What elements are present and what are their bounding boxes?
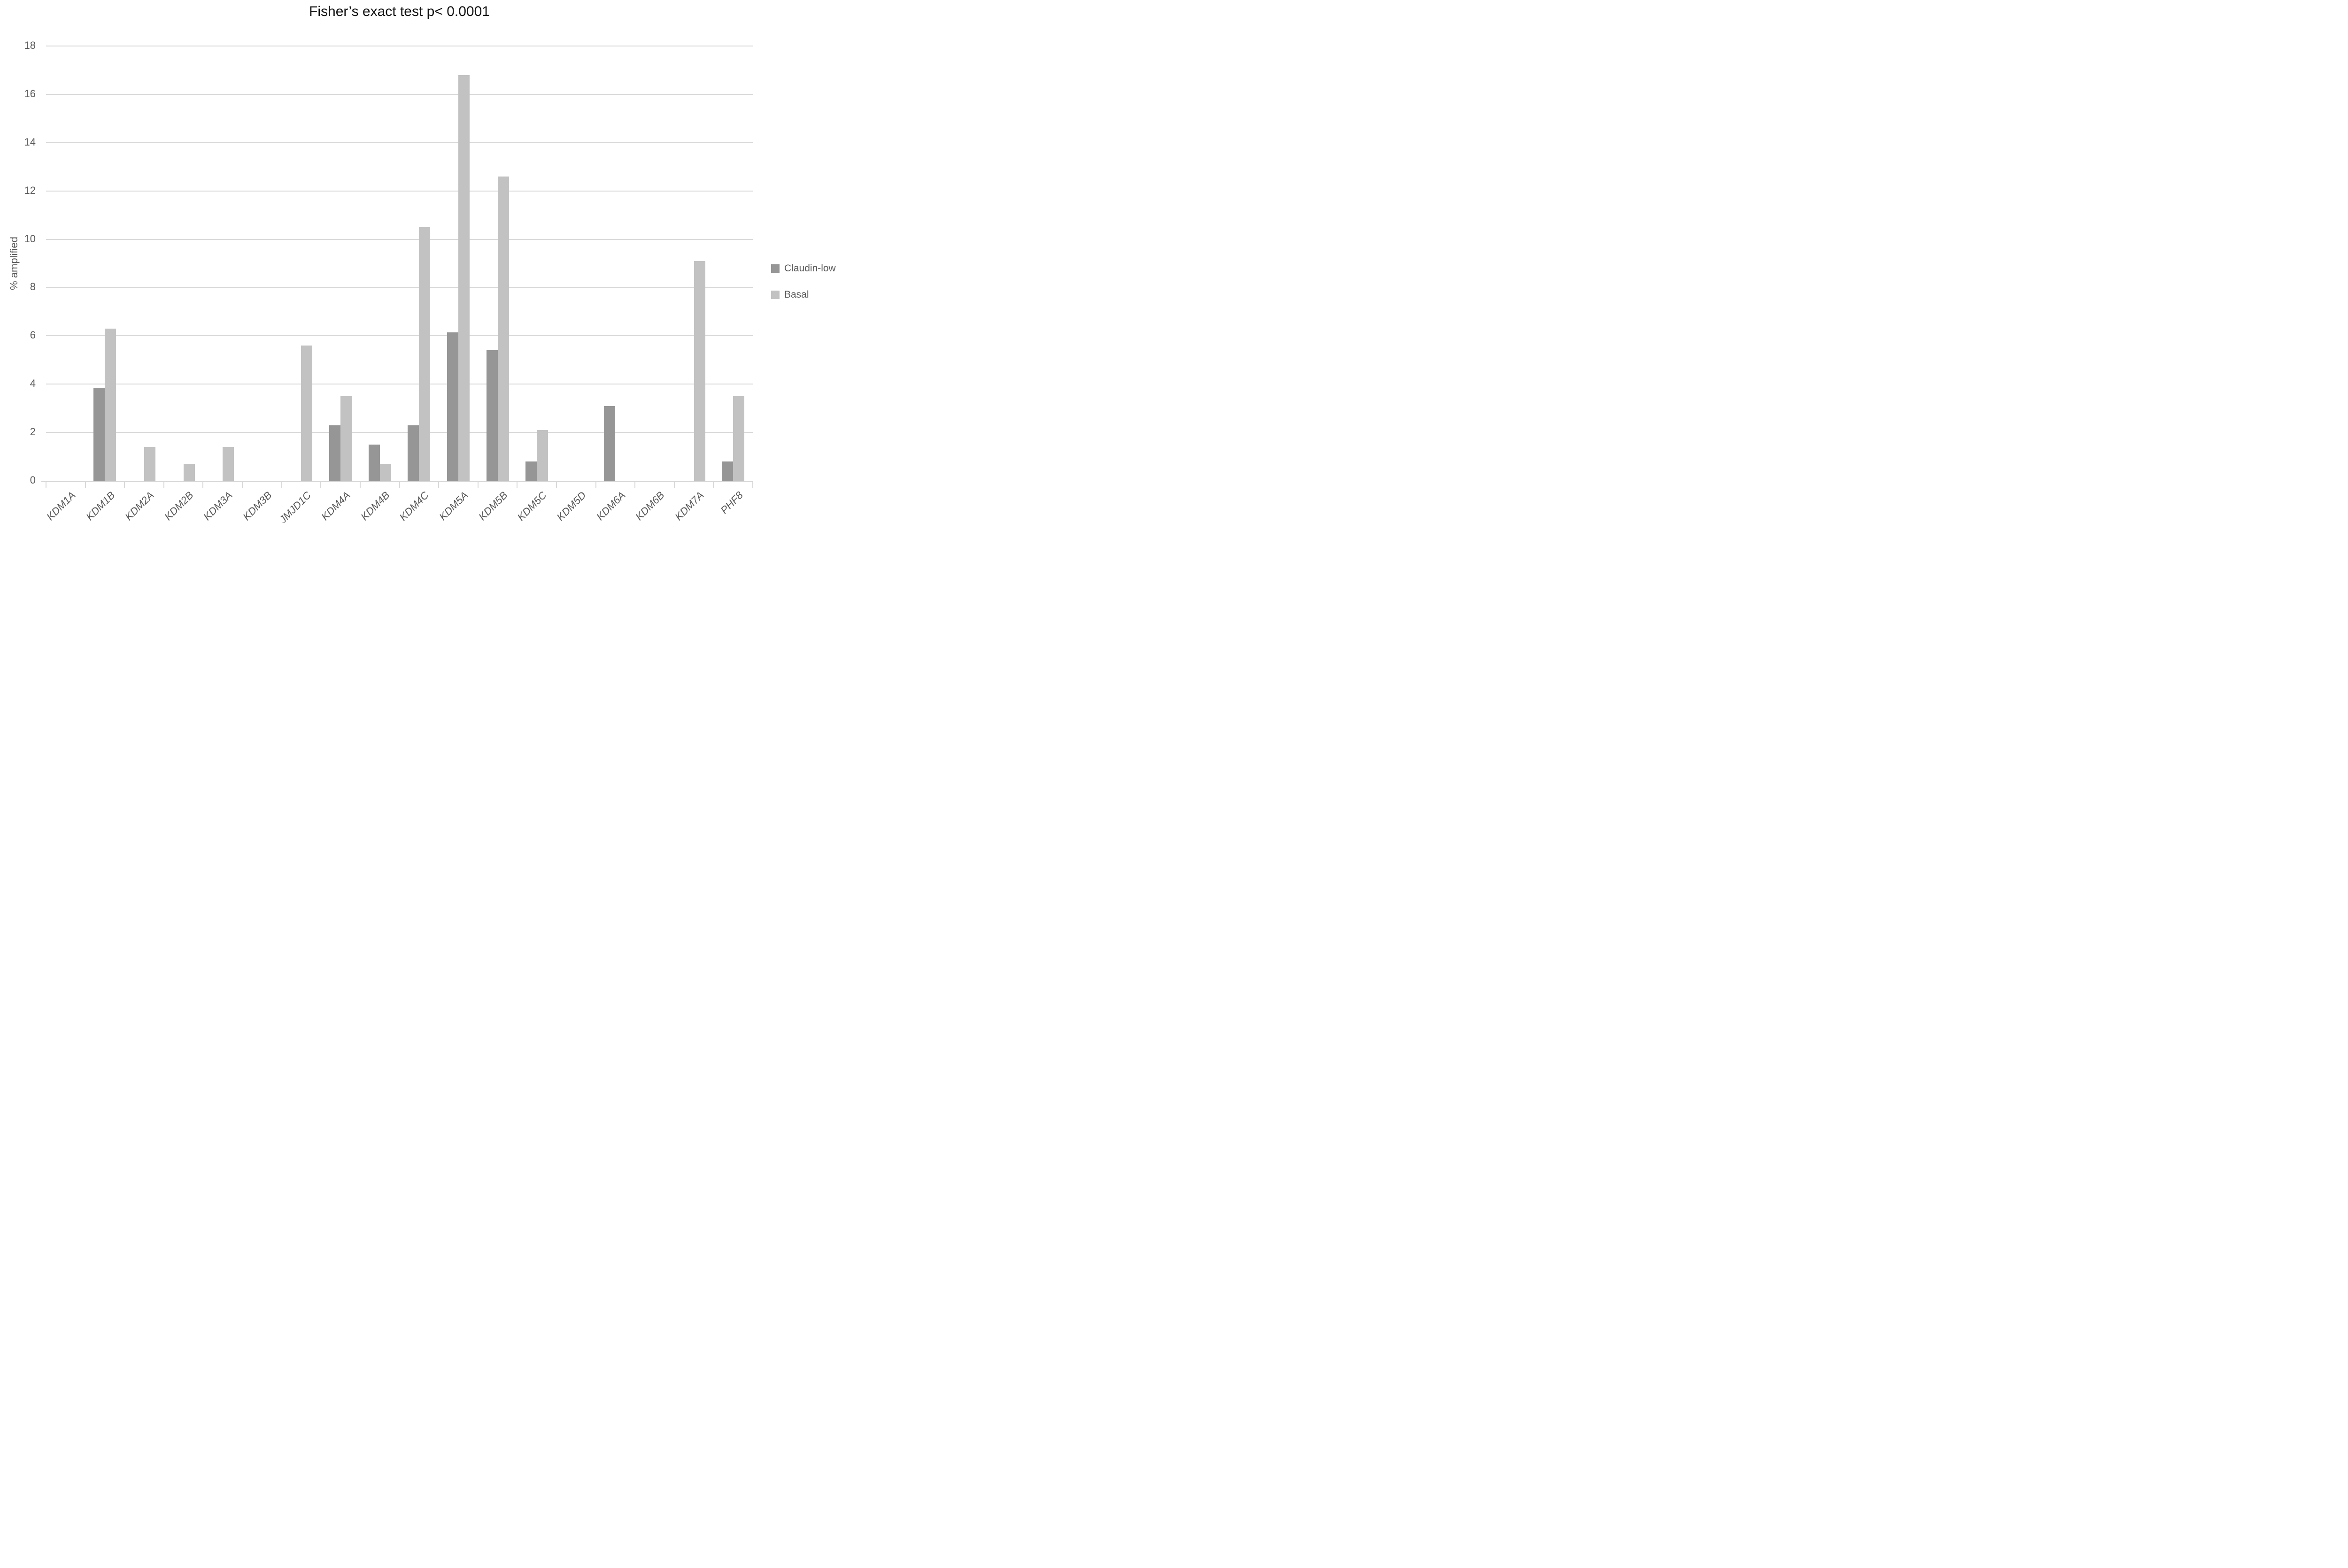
x-category-label-KDM6B: KDM6B xyxy=(633,489,667,523)
bar-basal-kdm5a xyxy=(458,75,470,481)
bar-basal-kdm7a xyxy=(694,261,705,481)
legend-swatch-icon xyxy=(771,264,780,273)
x-tick-mark xyxy=(713,482,714,488)
x-tick-mark xyxy=(477,482,479,488)
x-category-label-KDM5D: KDM5D xyxy=(554,489,588,523)
x-category-label-KDM3B: KDM3B xyxy=(240,489,274,523)
y-tick-label-2: 2 xyxy=(30,426,36,438)
x-tick-mark xyxy=(242,482,243,488)
legend-label: Basal xyxy=(784,289,809,300)
y-tick-label-4: 4 xyxy=(30,377,36,390)
bar-claudin-low-phf8 xyxy=(722,461,734,481)
x-category-label-PHF8: PHF8 xyxy=(718,489,745,516)
x-tick-mark xyxy=(595,482,596,488)
x-axis-line xyxy=(41,481,753,482)
y-gridline-12 xyxy=(46,190,753,192)
y-tick-label-14: 14 xyxy=(24,136,36,148)
bar-claudin-low-kdm5b xyxy=(486,350,498,481)
x-tick-mark xyxy=(673,482,675,488)
legend: Claudin-low Basal xyxy=(771,263,836,315)
y-gridline-16 xyxy=(46,93,753,95)
y-tick-label-10: 10 xyxy=(24,232,36,245)
y-tick-label-16: 16 xyxy=(24,87,36,100)
y-tick-label-6: 6 xyxy=(30,329,36,341)
x-category-label-KDM5B: KDM5B xyxy=(476,489,510,523)
x-category-label-KDM5C: KDM5C xyxy=(515,489,549,523)
x-category-label-KDM4A: KDM4A xyxy=(319,489,353,523)
bar-claudin-low-kdm5c xyxy=(525,461,537,481)
bar-basal-kdm4b xyxy=(379,463,391,481)
y-tick-label-12: 12 xyxy=(24,184,36,196)
y-tick-label-0: 0 xyxy=(30,474,36,486)
bar-basal-kdm1b xyxy=(105,328,116,481)
x-tick-mark xyxy=(163,482,164,488)
x-category-label-KDM6A: KDM6A xyxy=(594,489,628,523)
legend-label: Claudin-low xyxy=(784,263,836,274)
bar-basal-jmjd1c xyxy=(301,345,313,481)
x-category-label-KDM3A: KDM3A xyxy=(201,489,235,523)
x-tick-mark xyxy=(124,482,125,488)
bar-basal-kdm2b xyxy=(183,463,195,481)
bar-basal-kdm5b xyxy=(497,176,509,481)
x-category-label-JMJD1C: JMJD1C xyxy=(277,489,314,523)
x-tick-mark xyxy=(438,482,440,488)
bar-claudin-low-kdm6a xyxy=(604,406,616,481)
x-category-label-KDM2A: KDM2A xyxy=(123,489,156,523)
x-category-label-KDM4C: KDM4C xyxy=(397,489,431,523)
chart-figure: Fisher’s exact test p< 0.0001 % amplifie… xyxy=(0,0,839,523)
bar-basal-phf8 xyxy=(733,396,745,481)
legend-item-basal: Basal xyxy=(771,289,836,300)
x-category-label-KDM1B: KDM1B xyxy=(83,489,117,523)
bar-basal-kdm3a xyxy=(223,446,234,481)
x-tick-mark xyxy=(85,482,86,488)
bar-basal-kdm4a xyxy=(340,396,352,481)
y-tick-label-8: 8 xyxy=(30,281,36,293)
y-gridline-10 xyxy=(46,238,753,240)
x-tick-mark xyxy=(320,482,322,488)
x-tick-mark xyxy=(359,482,361,488)
x-tick-mark xyxy=(399,482,400,488)
legend-item-claudin-low: Claudin-low xyxy=(771,263,836,274)
y-gridline-2 xyxy=(46,432,753,433)
y-tick-label-18: 18 xyxy=(24,39,36,51)
x-tick-mark xyxy=(634,482,636,488)
x-tick-mark xyxy=(281,482,282,488)
bar-basal-kdm5c xyxy=(537,430,548,481)
bar-claudin-low-kdm4b xyxy=(368,444,380,481)
x-category-label-KDM7A: KDM7A xyxy=(672,489,706,523)
y-gridline-14 xyxy=(46,142,753,143)
x-category-label-KDM5A: KDM5A xyxy=(437,489,471,523)
y-gridline-6 xyxy=(46,335,753,337)
bar-claudin-low-kdm4a xyxy=(329,425,341,481)
y-gridline-8 xyxy=(46,287,753,288)
x-tick-mark xyxy=(556,482,557,488)
x-category-label-KDM1A: KDM1A xyxy=(44,489,78,523)
chart-title: Fisher’s exact test p< 0.0001 xyxy=(309,4,490,19)
legend-swatch-icon xyxy=(771,291,780,299)
bar-claudin-low-kdm4c xyxy=(408,425,419,481)
x-tick-mark xyxy=(752,482,753,488)
x-tick-mark xyxy=(202,482,204,488)
bar-claudin-low-kdm1b xyxy=(93,387,105,481)
x-category-label-KDM2B: KDM2B xyxy=(162,489,196,523)
bar-basal-kdm4c xyxy=(419,227,431,481)
bar-basal-kdm2a xyxy=(144,446,156,481)
bar-claudin-low-kdm5a xyxy=(447,332,458,481)
x-category-label-KDM4B: KDM4B xyxy=(358,489,392,523)
